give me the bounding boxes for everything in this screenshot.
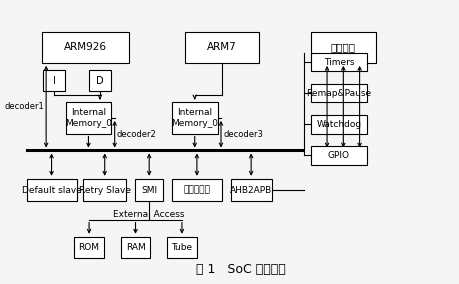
Text: ARM7: ARM7 (207, 42, 237, 52)
Bar (172, 179, 222, 201)
Bar (172, 103, 218, 133)
Bar (311, 53, 367, 71)
Text: Internal
Memory_0: Internal Memory_0 (65, 108, 112, 128)
Text: Remap&Pause: Remap&Pause (307, 89, 371, 98)
Bar (42, 32, 129, 63)
Text: RAM: RAM (126, 243, 146, 252)
Text: Tube: Tube (171, 243, 192, 252)
Text: decoder2: decoder2 (117, 130, 157, 139)
Bar (43, 70, 65, 91)
Text: 图 1   SoC 系统架构: 图 1 SoC 系统架构 (196, 263, 286, 276)
Bar (135, 179, 163, 201)
Text: 翻译模块: 翻译模块 (331, 42, 356, 52)
Text: Retry Slave: Retry Slave (78, 185, 131, 195)
Text: ARM926: ARM926 (64, 42, 106, 52)
Text: 中断控制器: 中断控制器 (184, 185, 210, 195)
Bar (83, 179, 126, 201)
Text: Default slave: Default slave (22, 185, 82, 195)
Text: decoder1: decoder1 (4, 102, 44, 111)
Bar (89, 70, 111, 91)
Bar (74, 237, 104, 258)
Bar (66, 103, 111, 133)
Text: decoder3: decoder3 (223, 130, 263, 139)
Text: SMI: SMI (141, 185, 157, 195)
Text: AHB2APB: AHB2APB (230, 185, 272, 195)
Bar (167, 237, 197, 258)
Text: Internal
Memory_0: Internal Memory_0 (171, 108, 218, 128)
Bar (311, 32, 376, 63)
Text: ROM: ROM (78, 243, 100, 252)
Bar (311, 146, 367, 165)
Bar (121, 237, 150, 258)
Bar (311, 115, 367, 133)
Text: D: D (96, 76, 104, 85)
Text: Watchdog: Watchdog (316, 120, 362, 129)
Text: Timers: Timers (324, 58, 354, 67)
Text: I: I (52, 76, 56, 85)
Bar (27, 179, 77, 201)
Bar (185, 32, 259, 63)
Text: External Access: External Access (113, 210, 185, 219)
Text: GPIO: GPIO (328, 151, 350, 160)
Bar (311, 84, 367, 103)
Bar (230, 179, 272, 201)
